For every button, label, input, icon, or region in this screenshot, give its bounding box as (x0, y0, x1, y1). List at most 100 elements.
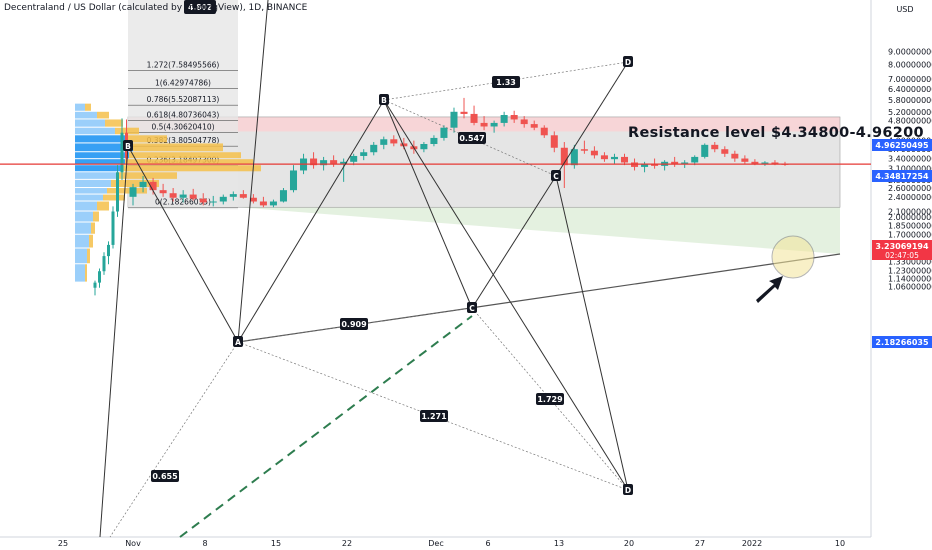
candle-body (199, 198, 207, 203)
candle-body (269, 201, 277, 206)
candle-body (701, 144, 709, 157)
candle-body (340, 161, 348, 164)
pattern-leg (383, 99, 629, 491)
volume-bar-sell (105, 119, 123, 127)
candle-body (490, 122, 498, 127)
pattern-leg (555, 61, 629, 177)
candle-body (249, 197, 257, 202)
point-badge (123, 140, 133, 151)
fib-label: 0.382(3.80504778) (147, 136, 220, 145)
price-tick: 1.23000000 (888, 266, 932, 275)
price-tick: 9.00000000 (888, 47, 932, 56)
candle-body (721, 149, 729, 154)
time-tick: 6 (485, 539, 490, 548)
point-label-a: A (235, 338, 241, 347)
volume-bar-buy (75, 194, 103, 201)
ratio-label: 0.547 (459, 134, 484, 143)
ratio-badge (420, 410, 448, 422)
candle-body (370, 144, 378, 153)
point-label-b: B (125, 142, 131, 151)
pattern-leg (555, 175, 629, 491)
candle-body (771, 162, 779, 164)
candle-body (540, 127, 548, 136)
time-tick: Nov (125, 539, 141, 548)
candle-body (711, 144, 719, 150)
price-tick: 3.40000000 (888, 155, 932, 164)
candle-body (129, 187, 137, 197)
candle-body (610, 156, 618, 160)
volume-bar-sell (89, 234, 93, 248)
point-badge (233, 336, 243, 347)
candle-body (111, 211, 115, 245)
volume-bar-sell (91, 222, 95, 234)
fib-label: 0.5(4.30620410) (151, 123, 214, 132)
candle-body (450, 111, 458, 128)
candle-body (179, 194, 187, 198)
volume-bar-sell (111, 179, 159, 188)
volume-bar-buy (75, 188, 107, 194)
volume-bar-sell (125, 159, 253, 165)
price-tick: 1.33000000 (888, 258, 932, 267)
volume-bar-buy (75, 152, 129, 159)
ratio-label: 1.33 (496, 78, 516, 87)
price-tick: 5.80000000 (888, 96, 932, 105)
candle-body (691, 156, 699, 163)
volume-profile (75, 103, 261, 282)
volume-bar-buy (75, 111, 97, 119)
candle-body (580, 149, 588, 151)
price-tick: 3.10000000 (888, 165, 932, 174)
volume-bar-buy (75, 234, 89, 248)
volume-bar-sell (127, 135, 167, 143)
time-axis: 25 Nov 8 15 22 Dec 6 13 20 27 2022 10 (0, 536, 871, 548)
volume-bar-buy (75, 135, 127, 143)
candle-body (530, 124, 538, 128)
price-tick: 6.40000000 (888, 85, 932, 94)
point-badge (379, 94, 389, 105)
candle-body (139, 181, 147, 188)
harmonic-pattern: B A B C C D D 1.33 0.547 0.909 1.729 1.271 0.655 (99, 0, 633, 538)
volume-bar-buy (75, 172, 117, 179)
candle-body (590, 150, 598, 156)
resistance-annotation: Resistance level $4.34800-4.96200 (628, 125, 924, 141)
candle-body (520, 119, 528, 125)
volume-bar-buy (75, 222, 91, 234)
candle-body (600, 155, 608, 160)
price-tick: 7.00000000 (888, 75, 932, 84)
volume-bar-sell (97, 111, 109, 119)
volume-bar-sell (85, 103, 91, 111)
candle-body (671, 161, 679, 165)
volume-bar-buy (75, 159, 125, 165)
point-label-c: C (469, 304, 475, 313)
volume-bar-sell (97, 201, 109, 211)
candle-body (751, 161, 759, 164)
price-tick: 2.10000000 (888, 208, 932, 217)
price-badge-value: 4.96250495 (875, 141, 929, 150)
candle-body (102, 256, 106, 272)
candle-body (289, 170, 298, 191)
volume-bar-sell (103, 194, 125, 201)
volume-bar-buy (75, 211, 93, 222)
volume-bar-sell (107, 188, 147, 194)
candle-body (731, 153, 739, 159)
pattern-leg (99, 145, 129, 538)
candle-body (560, 147, 568, 166)
candle-body (741, 158, 749, 162)
fib-label: 0.786(5.52087113) (147, 95, 220, 104)
point-label-d: D (625, 486, 631, 495)
price-tick: 5.20000000 (888, 108, 932, 117)
dashed-projection-line (179, 315, 473, 538)
candle-body (279, 190, 287, 202)
candle-body (360, 152, 368, 156)
volume-bar-buy (75, 165, 121, 172)
volume-bar-sell (87, 248, 90, 264)
point-label-c: C (553, 172, 559, 181)
fib-label: 0.618(4.80736043) (147, 110, 220, 119)
ratio-badge (340, 318, 368, 330)
candle-body (380, 139, 388, 145)
ratio-badge (536, 393, 564, 405)
candle-body (149, 181, 157, 191)
volume-bar-sell (121, 165, 261, 172)
ratio-badge (492, 76, 520, 88)
candle-body (420, 143, 428, 150)
